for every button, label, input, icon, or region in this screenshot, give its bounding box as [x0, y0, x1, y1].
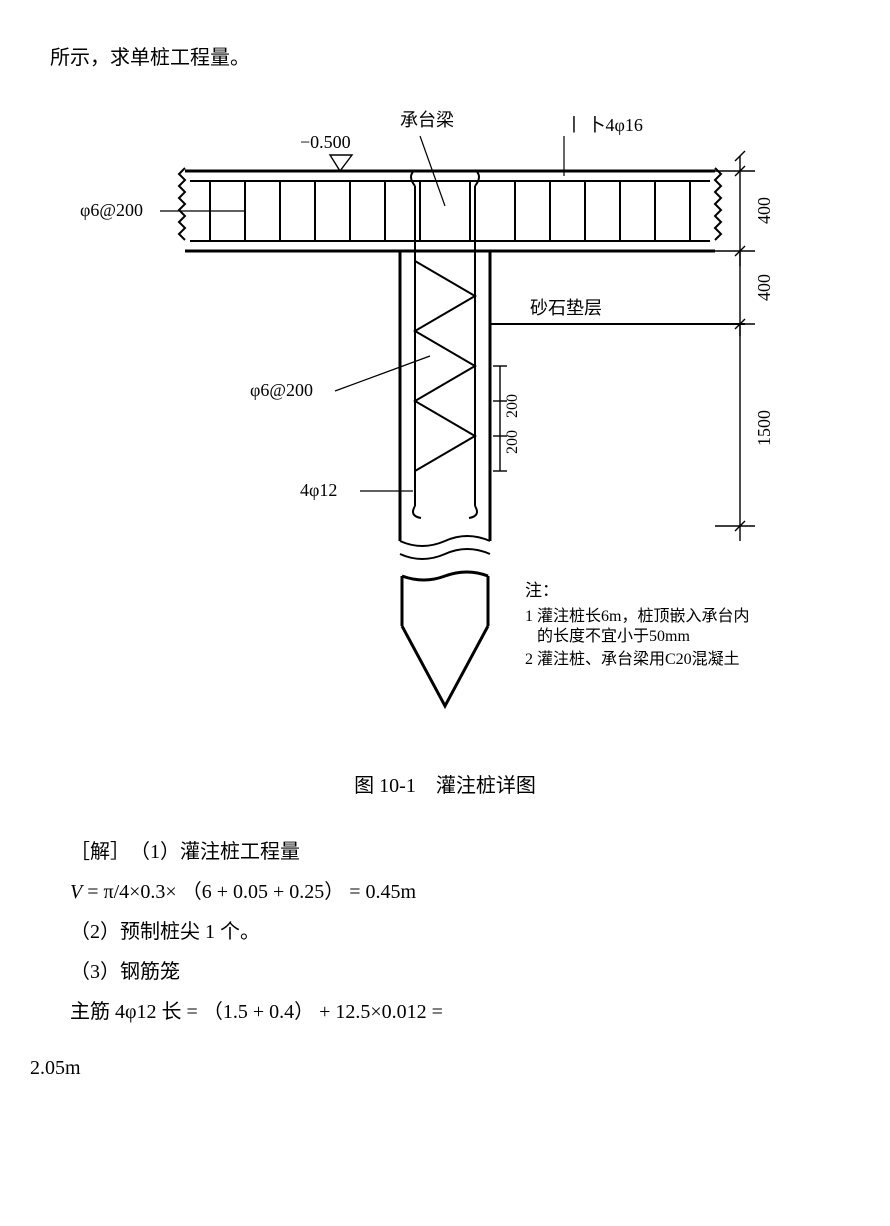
note-header: 注： [525, 581, 559, 600]
sol-line-6: 2.05m [30, 1050, 860, 1086]
pitch-1: 200 [504, 394, 521, 418]
beam-stirrup-label: φ6@200 [80, 200, 143, 220]
dim-1500: 1500 [754, 410, 774, 446]
sol-line-1: ［解］ （1）灌注桩工程量 [70, 834, 860, 870]
note-2: 2 灌注桩、承台梁用C20混凝土 [525, 650, 740, 668]
caption-text: 图 10-1 灌注桩详图 [354, 775, 536, 797]
note-1b: 的长度不宜小于50mm [537, 627, 690, 645]
note-1a: 1 灌注桩长6m，桩顶嵌入承台内 [525, 607, 749, 625]
pile-diagram: −0.500 承台梁 丨 卜4φ16 φ6@200 [75, 96, 815, 738]
figure-container: −0.500 承台梁 丨 卜4φ16 φ6@200 [30, 96, 860, 738]
cap-beam-label: 承台梁 [400, 110, 454, 130]
dim-400b: 400 [754, 274, 774, 301]
solution-block: ［解］ （1）灌注桩工程量 V = π/4×0.3× （6 + 0.05 + 0… [70, 834, 860, 1030]
sol-line-5: 主筋 4φ12 长 = （1.5 + 0.4） + 12.5×0.012 = [70, 994, 860, 1030]
elevation-label: −0.500 [300, 132, 351, 152]
spiral-label: φ6@200 [250, 380, 313, 400]
dim-400a: 400 [754, 197, 774, 224]
sol-line-3: （2）预制桩尖 1 个。 [70, 914, 860, 950]
problem-text-content: 所示，求单桩工程量。 [50, 47, 250, 69]
pile-rebar-label: 4φ12 [300, 480, 337, 500]
sol-line-4: （3）钢筋笼 [70, 954, 860, 990]
gravel-label: 砂石垫层 [530, 298, 602, 318]
figure-caption: 图 10-1 灌注桩详图 [30, 768, 860, 804]
top-rebar-label: 丨 卜4φ16 [565, 115, 643, 135]
problem-text: 所示，求单桩工程量。 [50, 40, 860, 76]
diagram-svg: −0.500 承台梁 丨 卜4φ16 φ6@200 [75, 96, 815, 726]
pitch-2: 200 [504, 430, 521, 454]
sol-line-2: V = π/4×0.3× （6 + 0.05 + 0.25） = 0.45m [70, 874, 860, 910]
